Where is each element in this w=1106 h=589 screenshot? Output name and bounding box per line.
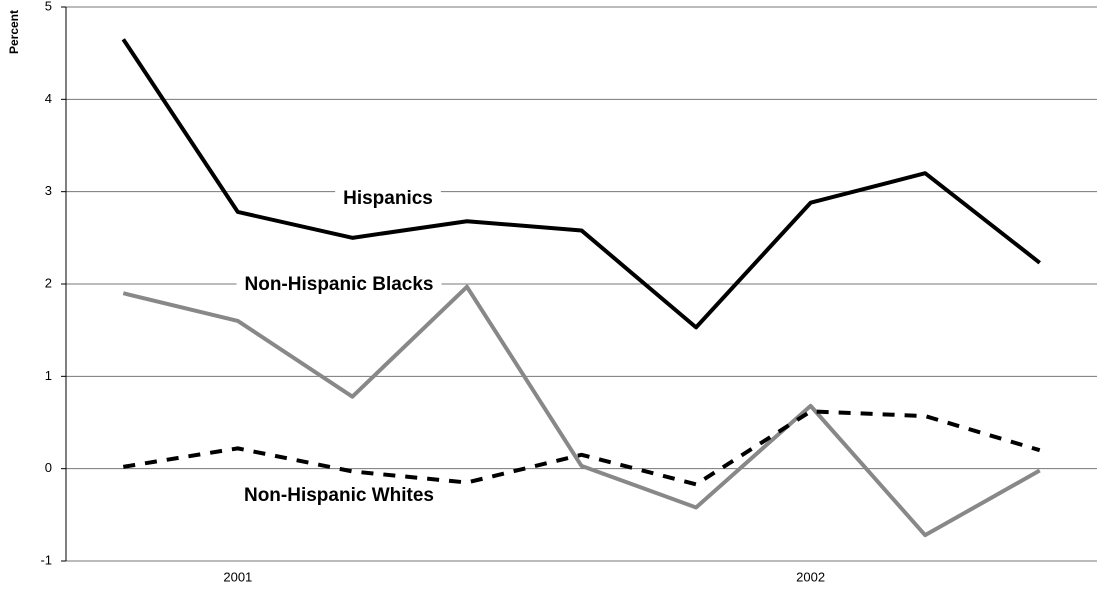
series-label-bg bbox=[235, 483, 443, 509]
y-tick-label: 3 bbox=[45, 183, 52, 198]
series-label: Non-Hispanic Whites bbox=[244, 485, 434, 506]
y-axis-label: Percent bbox=[7, 10, 21, 54]
series-label: Hispanics bbox=[343, 188, 433, 209]
x-tick-label: 2001 bbox=[223, 569, 252, 584]
y-tick-label: 0 bbox=[45, 460, 52, 475]
y-tick-label: 1 bbox=[45, 368, 52, 383]
series-label-bg bbox=[335, 186, 441, 212]
series-line bbox=[122, 409, 1041, 487]
series-line bbox=[121, 38, 1041, 330]
series-label: Non-Hispanic Blacks bbox=[245, 274, 434, 295]
series-line bbox=[122, 284, 1041, 538]
y-tick-label: 5 bbox=[45, 0, 52, 13]
x-tick-label: 2002 bbox=[796, 569, 825, 584]
y-tick-label: 4 bbox=[45, 91, 52, 106]
y-tick-label: 2 bbox=[45, 275, 52, 290]
series-label-bg bbox=[236, 272, 442, 298]
y-tick-label: -1 bbox=[40, 552, 52, 567]
